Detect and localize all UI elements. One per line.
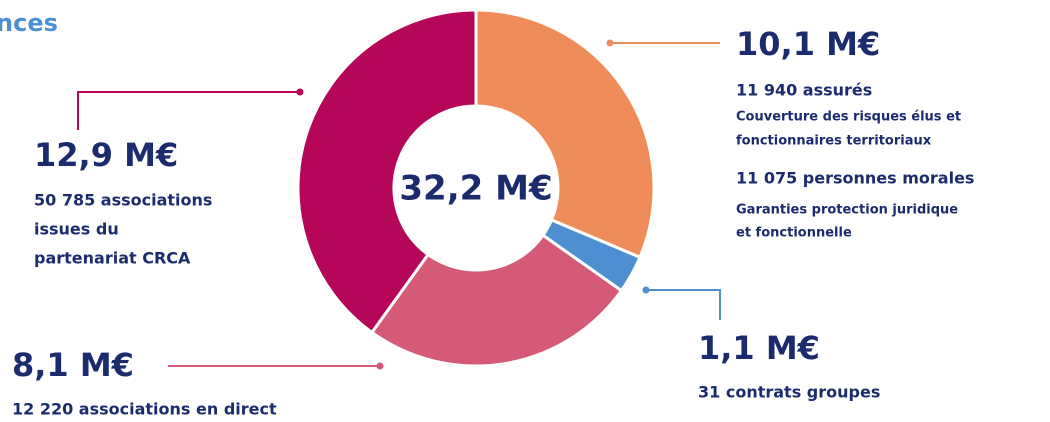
detail: 50 785 associations	[34, 191, 212, 210]
detail: 12 220 associations en direct	[12, 400, 277, 419]
value-label: 10,1 M€	[736, 25, 880, 63]
detail: issues du	[34, 220, 119, 239]
leader	[77, 91, 300, 130]
donut-segment	[369, 233, 624, 368]
value-label: 1,1 M€	[698, 329, 820, 367]
detail: Garanties protection juridique	[736, 203, 958, 218]
detail: 11 940 assurés	[736, 81, 872, 100]
donut-segment	[296, 8, 478, 335]
detail: 31 contrats groupes	[698, 383, 880, 402]
leader	[646, 289, 721, 320]
value-label: 12,9 M€	[34, 136, 178, 174]
detail: fonctionnaires territoriaux	[736, 134, 932, 149]
leader-dot	[606, 39, 614, 47]
donut-segment	[474, 8, 656, 260]
leader-dot	[642, 286, 650, 294]
chart-title: nces	[0, 9, 58, 37]
detail: 11 075 personnes morales	[736, 169, 974, 188]
leader-dot	[376, 362, 384, 370]
value-label: 8,1 M€	[12, 346, 134, 384]
leader-dot	[296, 88, 304, 96]
donut	[296, 8, 656, 368]
detail: Couverture des risques élus et	[736, 110, 961, 125]
center-label: 32,2 M€	[399, 169, 552, 209]
detail: partenariat CRCA	[34, 249, 191, 268]
detail: et fonctionnelle	[736, 226, 852, 241]
